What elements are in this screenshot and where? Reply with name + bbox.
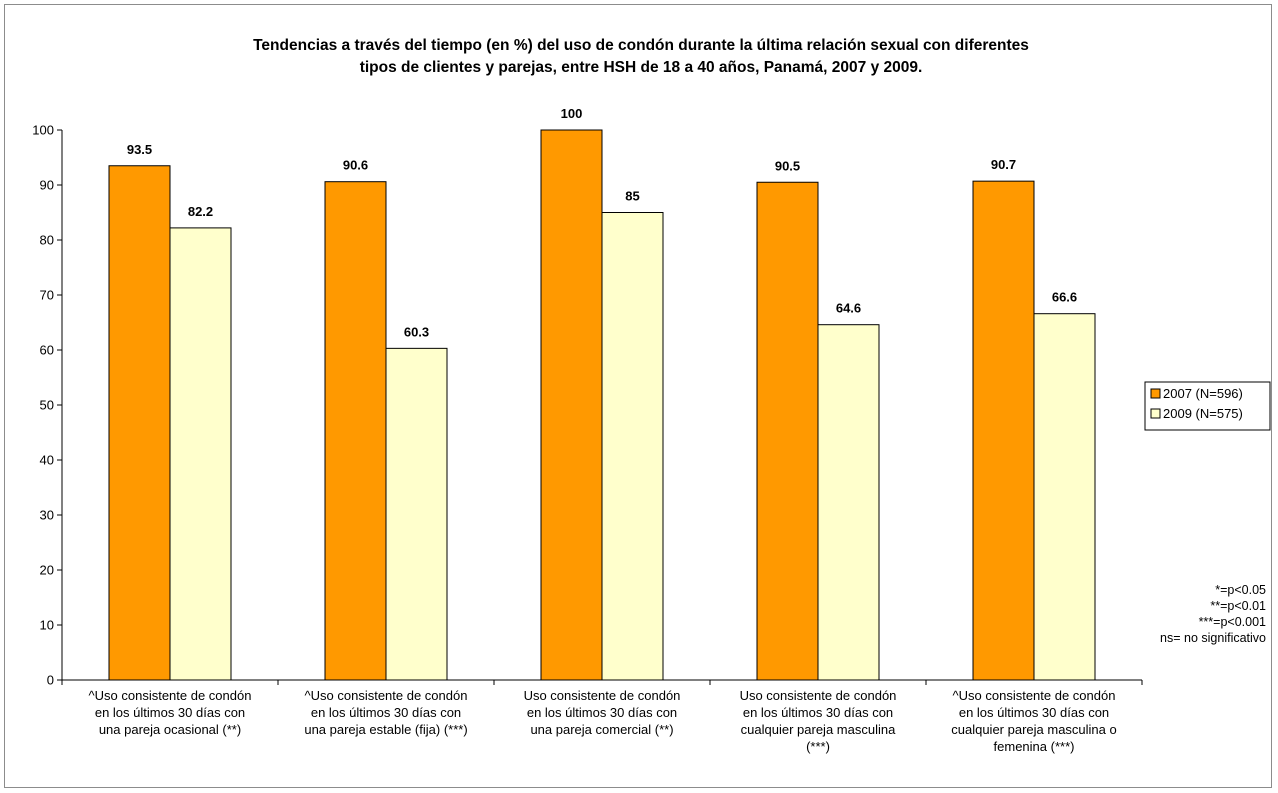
x-category-label: Uso consistente de condón: [740, 688, 897, 703]
y-tick-label: 90: [40, 178, 54, 193]
significance-note: ***=p<0.001: [1199, 615, 1266, 629]
x-category-label: ^Uso consistente de condón: [89, 688, 252, 703]
x-category-label: en los últimos 30 días con: [527, 705, 677, 720]
data-label: 90.5: [775, 158, 800, 173]
x-category-label: (***): [806, 739, 830, 754]
data-label: 66.6: [1052, 290, 1077, 305]
y-tick-label: 50: [40, 398, 54, 413]
data-label: 93.5: [127, 142, 152, 157]
legend-swatch: [1150, 408, 1161, 419]
data-label: 90.6: [343, 158, 368, 173]
data-label: 85: [625, 189, 639, 204]
x-category-label: una pareja comercial (**): [530, 722, 673, 737]
y-tick-label: 70: [40, 288, 54, 303]
data-label: 90.7: [991, 157, 1016, 172]
x-category-label: una pareja ocasional (**): [99, 722, 241, 737]
y-tick-label: 60: [40, 343, 54, 358]
y-tick-label: 80: [40, 233, 54, 248]
bar-2009: [601, 212, 664, 681]
significance-note: **=p<0.01: [1210, 599, 1266, 613]
x-axis: ^Uso consistente de condón en los últimos…: [61, 679, 1143, 754]
x-category-label: en los últimos 30 días con: [311, 705, 461, 720]
y-tick-label: 10: [40, 618, 54, 633]
data-label: 100: [561, 106, 583, 121]
data-label: 82.2: [188, 204, 213, 219]
x-category-label: en los últimos 30 días con: [959, 705, 1109, 720]
chart-title-line: tipos de clientes y parejas, entre HSH d…: [360, 59, 923, 76]
bar-2009: [1033, 313, 1096, 681]
bar-2007: [756, 181, 819, 681]
legend-label: 2007 (N=596): [1163, 386, 1243, 401]
x-category-label: una pareja estable (fija) (***): [304, 722, 467, 737]
chart-title-line: Tendencias a través del tiempo (en %) de…: [253, 37, 1029, 54]
x-category-label: cualquier pareja masculina: [741, 722, 896, 737]
bar-2007: [324, 181, 387, 681]
bar-2007: [108, 165, 171, 681]
y-tick-label: 100: [32, 123, 54, 138]
x-category-label: ^Uso consistente de condón: [305, 688, 468, 703]
y-tick-label: 20: [40, 563, 54, 578]
data-label: 64.6: [836, 301, 861, 316]
bar-2009: [169, 227, 232, 681]
x-category-label: Uso consistente de condón: [524, 688, 681, 703]
significance-notes: *=p<0.05 **=p<0.01 ***=p<0.001 ns= no signi…: [1160, 583, 1266, 645]
y-tick-label: 0: [47, 673, 54, 688]
y-axis: 0 10 20 30 40 50 60 70 80 90 100: [32, 123, 63, 688]
x-category-label: femenina (***): [994, 739, 1075, 754]
bar-2007: [972, 180, 1035, 681]
legend-swatch: [1150, 388, 1161, 399]
y-tick-label: 30: [40, 508, 54, 523]
legend-label: 2009 (N=575): [1163, 406, 1243, 421]
x-category-label: en los últimos 30 días con: [743, 705, 893, 720]
x-category-label: en los últimos 30 días con: [95, 705, 245, 720]
bar-2009: [385, 347, 448, 681]
bar-2009: [817, 324, 880, 681]
x-category-label: ^Uso consistente de condón: [953, 688, 1116, 703]
significance-note: ns= no significativo: [1160, 631, 1266, 645]
y-tick-label: 40: [40, 453, 54, 468]
data-label: 60.3: [404, 324, 429, 339]
significance-note: *=p<0.05: [1215, 583, 1266, 597]
bar-2007: [540, 129, 603, 681]
chart-title: Tendencias a través del tiempo (en %) de…: [253, 37, 1029, 76]
legend-box: [1144, 381, 1271, 431]
legend: 2007 (N=596) 2009 (N=575): [1144, 381, 1271, 431]
x-category-label: cualquier pareja masculina o: [951, 722, 1116, 737]
bars: 93.5 82.2 90.6 60.3 100 85 90.5 64.6 90.7 66.6: [108, 106, 1096, 681]
